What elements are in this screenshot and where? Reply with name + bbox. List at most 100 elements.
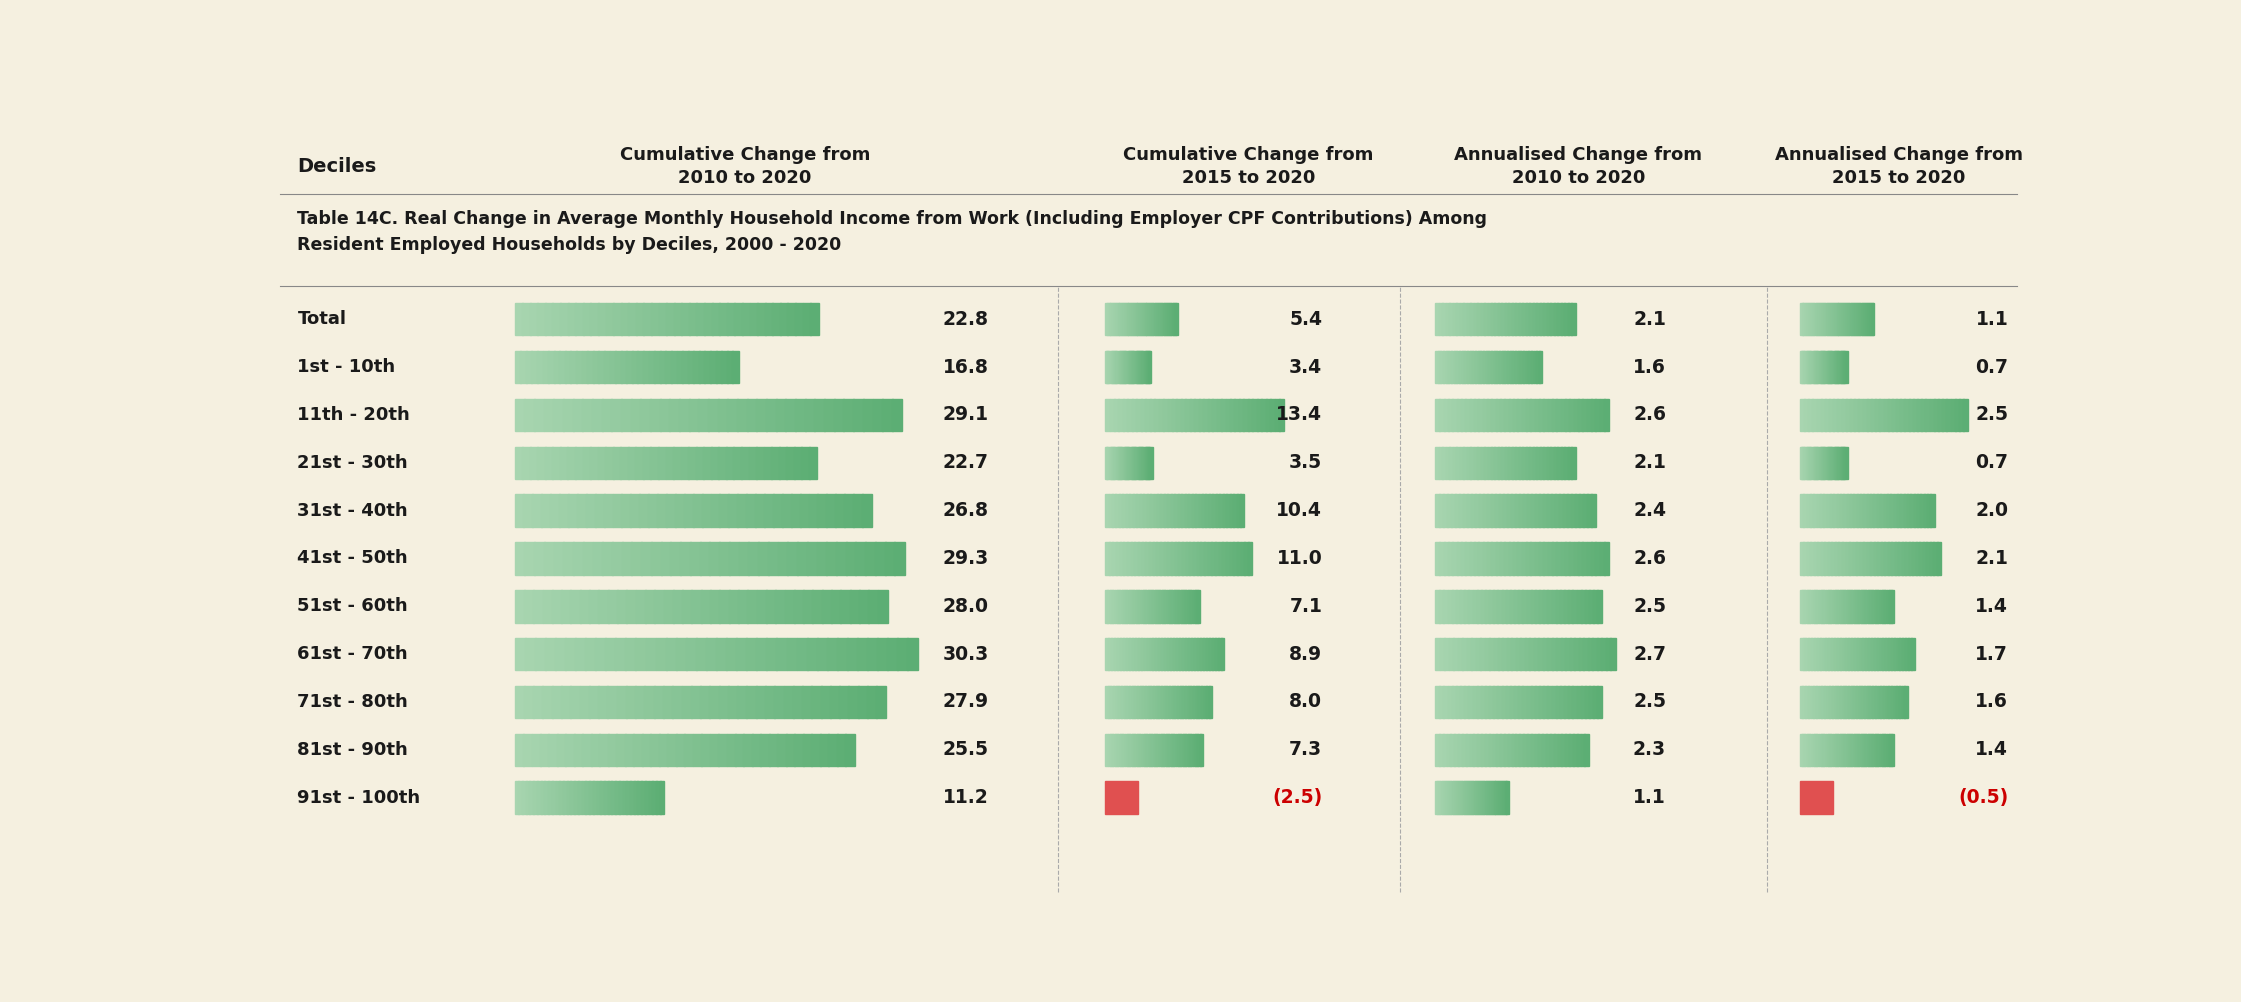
Bar — [1813, 733, 1817, 766]
Bar — [659, 399, 670, 431]
Bar — [1105, 590, 1109, 622]
Bar — [1116, 303, 1118, 336]
Bar — [1461, 733, 1466, 766]
Bar — [545, 399, 554, 431]
Bar — [1593, 638, 1598, 670]
Bar — [775, 590, 784, 622]
Bar — [1134, 638, 1138, 670]
Bar — [612, 447, 621, 479]
Bar — [1448, 685, 1452, 718]
Bar — [545, 638, 556, 670]
Text: 22.7: 22.7 — [943, 453, 988, 472]
Bar — [1589, 638, 1593, 670]
Bar — [1914, 494, 1918, 527]
Bar — [1125, 638, 1129, 670]
Bar — [1484, 494, 1488, 527]
Bar — [1817, 494, 1820, 527]
Bar — [1443, 782, 1445, 814]
Bar — [1869, 303, 1873, 336]
Bar — [1470, 733, 1475, 766]
Bar — [1118, 733, 1120, 766]
Bar — [1806, 542, 1811, 575]
Bar — [1894, 542, 1898, 575]
Bar — [1497, 447, 1501, 479]
Bar — [576, 447, 583, 479]
Bar — [1132, 542, 1136, 575]
Bar — [1450, 733, 1454, 766]
Bar — [1188, 638, 1192, 670]
Bar — [616, 590, 627, 622]
Bar — [1849, 638, 1851, 670]
Bar — [1925, 399, 1930, 431]
Text: Annualised Change from
2015 to 2020: Annualised Change from 2015 to 2020 — [1775, 145, 2024, 187]
Bar — [1871, 685, 1876, 718]
Bar — [1501, 638, 1508, 670]
Bar — [1183, 733, 1185, 766]
Bar — [529, 782, 533, 814]
Bar — [1470, 542, 1475, 575]
Bar — [1903, 494, 1907, 527]
Bar — [713, 303, 719, 336]
Bar — [1194, 590, 1199, 622]
Bar — [1889, 494, 1894, 527]
Bar — [1806, 638, 1808, 670]
Bar — [807, 638, 818, 670]
Bar — [549, 733, 558, 766]
Bar — [1199, 399, 1203, 431]
Bar — [567, 782, 571, 814]
Bar — [773, 494, 782, 527]
Bar — [1887, 399, 1894, 431]
Bar — [1206, 638, 1210, 670]
Bar — [648, 782, 652, 814]
Bar — [719, 494, 728, 527]
Bar — [1262, 399, 1266, 431]
Bar — [692, 733, 701, 766]
Bar — [1826, 638, 1829, 670]
Bar — [1105, 399, 1112, 431]
Bar — [1876, 638, 1880, 670]
Bar — [1497, 733, 1501, 766]
Bar — [627, 303, 636, 336]
Bar — [1107, 590, 1112, 622]
Bar — [1163, 590, 1168, 622]
Bar — [1587, 399, 1591, 431]
Bar — [1575, 638, 1580, 670]
Bar — [1461, 590, 1466, 622]
Bar — [753, 733, 762, 766]
Bar — [1172, 685, 1174, 718]
Bar — [1551, 733, 1555, 766]
Bar — [621, 494, 632, 527]
Bar — [838, 685, 849, 718]
Text: 1.4: 1.4 — [1974, 740, 2008, 760]
Bar — [1439, 351, 1441, 384]
Bar — [1484, 399, 1488, 431]
Bar — [1136, 303, 1138, 336]
Bar — [1132, 638, 1136, 670]
Bar — [1842, 399, 1847, 431]
Bar — [1526, 590, 1531, 622]
Bar — [580, 590, 589, 622]
Bar — [1439, 685, 1443, 718]
Bar — [1443, 494, 1448, 527]
Bar — [1938, 399, 1943, 431]
Bar — [778, 733, 787, 766]
Bar — [746, 399, 757, 431]
Bar — [1515, 733, 1519, 766]
Bar — [1224, 494, 1228, 527]
Bar — [1203, 638, 1206, 670]
Bar — [1468, 590, 1472, 622]
Bar — [1501, 685, 1506, 718]
Bar — [1461, 351, 1466, 384]
Bar — [1230, 542, 1235, 575]
Bar — [1885, 733, 1887, 766]
Bar — [1813, 399, 1817, 431]
Bar — [1501, 447, 1506, 479]
Bar — [1528, 303, 1533, 336]
Bar — [551, 590, 562, 622]
Bar — [1170, 733, 1174, 766]
Bar — [798, 542, 807, 575]
Text: 2.4: 2.4 — [1634, 501, 1665, 520]
Bar — [827, 542, 836, 575]
Bar — [681, 351, 688, 384]
Bar — [1800, 685, 1804, 718]
